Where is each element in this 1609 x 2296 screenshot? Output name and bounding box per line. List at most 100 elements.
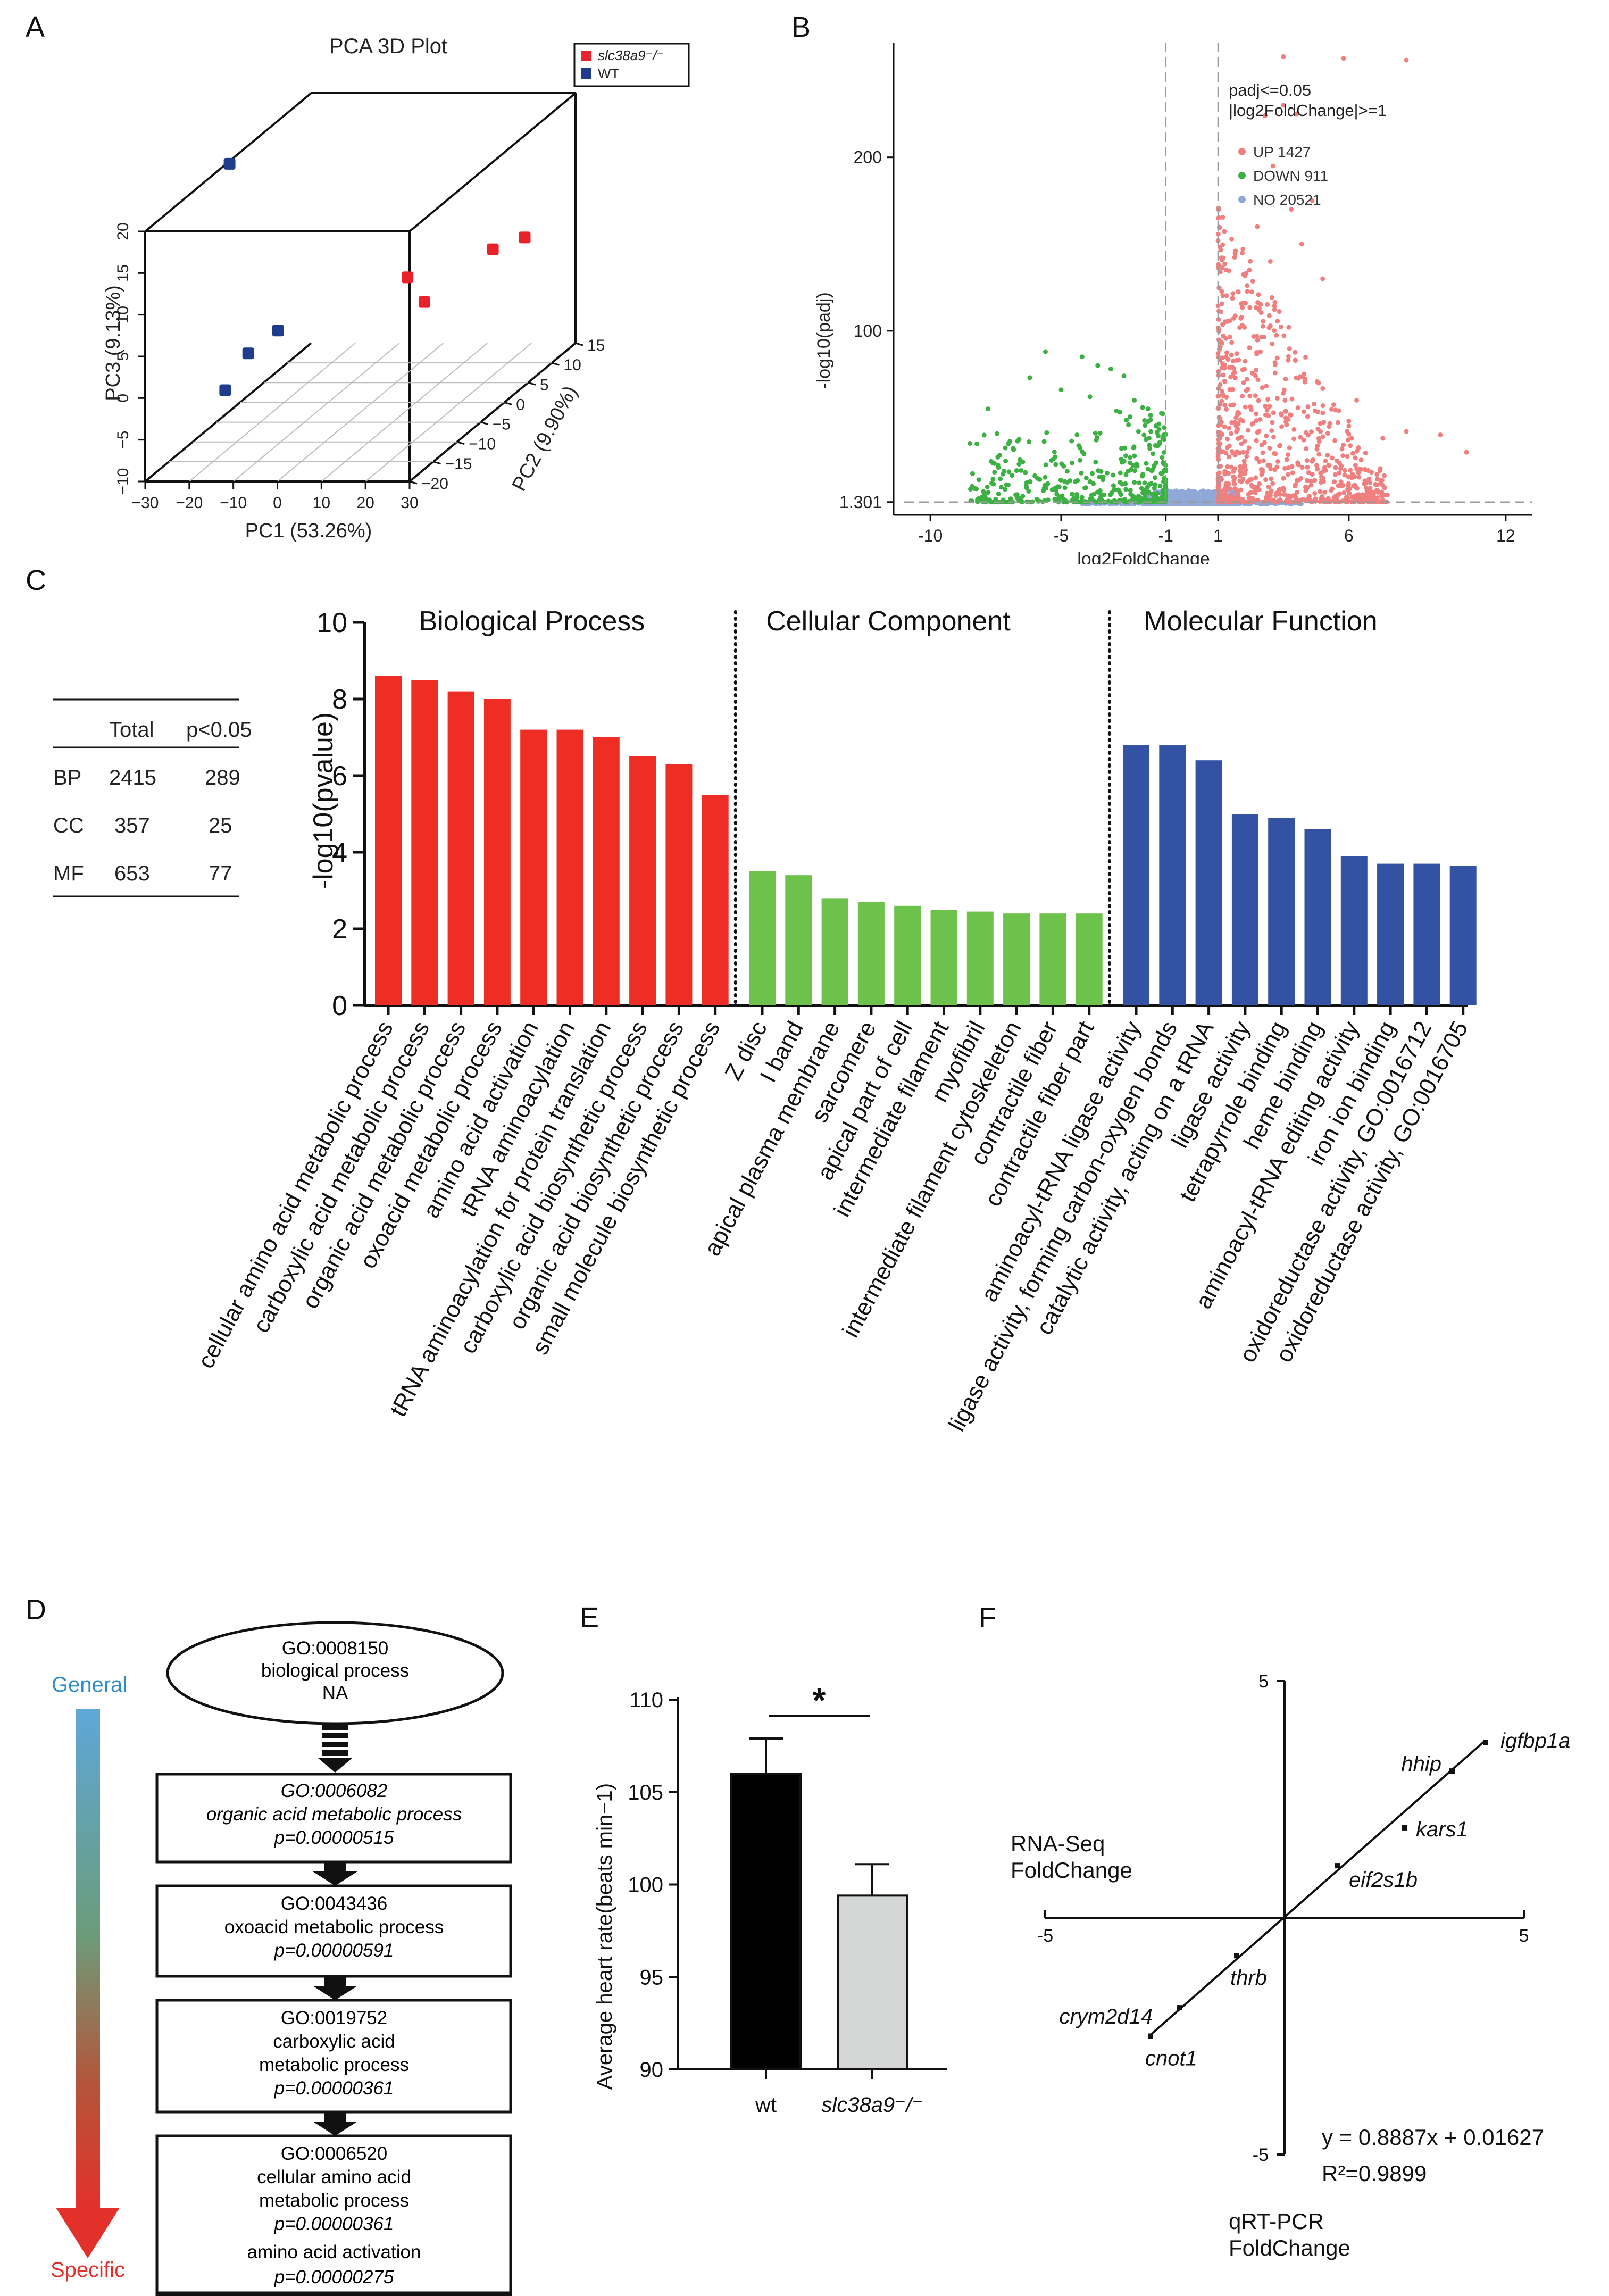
go-y-tick-label: 8 bbox=[332, 684, 347, 715]
volcano-point-up bbox=[1222, 487, 1228, 492]
volcano-point-down bbox=[1118, 470, 1123, 476]
volcano-point-up bbox=[1341, 56, 1346, 61]
volcano-point-down bbox=[1016, 462, 1022, 467]
go-node-2-name: oxoacid metabolic process bbox=[224, 1917, 444, 1937]
volcano-point-up bbox=[1331, 402, 1336, 407]
volcano-point-up bbox=[1438, 432, 1443, 438]
volcano-point-up bbox=[1318, 429, 1323, 435]
volcano-point-up bbox=[1267, 463, 1272, 468]
volcano-point-up bbox=[1282, 465, 1288, 471]
volcano-point-up bbox=[1320, 434, 1325, 439]
volcano-point-up bbox=[1221, 394, 1226, 399]
volcano-point-up bbox=[1215, 471, 1221, 477]
pca-point-wt bbox=[219, 384, 231, 396]
volcano-point-down bbox=[1152, 475, 1157, 480]
volcano-point-up bbox=[1245, 428, 1250, 433]
volcano-point-up bbox=[1254, 334, 1260, 339]
volcano-point-down bbox=[1003, 459, 1008, 464]
volcano-point-up bbox=[1380, 436, 1386, 441]
go-node-3 bbox=[155, 1999, 512, 2114]
volcano-point-down bbox=[1142, 418, 1147, 423]
volcano-point-down bbox=[1145, 467, 1151, 472]
volcano-point-up bbox=[1222, 261, 1228, 267]
table-row-bp-total: 2415 bbox=[109, 766, 156, 789]
volcano-point-no bbox=[1180, 497, 1185, 502]
volcano-point-down bbox=[1136, 429, 1141, 434]
volcano-point-up bbox=[1299, 242, 1304, 247]
volcano-point-up bbox=[1256, 398, 1261, 403]
volcano-point-down bbox=[1132, 397, 1137, 403]
volcano-point-up bbox=[1310, 472, 1315, 477]
volcano-point-up bbox=[1227, 387, 1232, 392]
volcano-point-no bbox=[1171, 495, 1176, 500]
pca-point-wt bbox=[223, 157, 236, 170]
volcano-point-down bbox=[1076, 443, 1081, 448]
volcano-point-up bbox=[1263, 113, 1268, 118]
volcano-point-up bbox=[1337, 470, 1342, 476]
volcano-point-up bbox=[1237, 478, 1243, 484]
volcano-point-down bbox=[995, 454, 1001, 460]
volcano-point-up bbox=[1270, 481, 1275, 486]
volcano-point-up bbox=[1275, 459, 1281, 464]
pca-points bbox=[219, 157, 531, 396]
panel-letter-a: A bbox=[26, 11, 45, 43]
volcano-point-up bbox=[1373, 499, 1379, 504]
volcano-point-up bbox=[1236, 357, 1241, 363]
volcano-point-up bbox=[1232, 376, 1238, 381]
volcano-point-down bbox=[1130, 463, 1136, 468]
volcano-point-up bbox=[1253, 475, 1258, 480]
volcano-point-down bbox=[1144, 461, 1149, 466]
general-label: General bbox=[52, 1673, 127, 1696]
go-node-1-p: p=0.00000515 bbox=[274, 1827, 394, 1848]
pca-grid-line bbox=[189, 343, 356, 482]
volcano-point-down bbox=[976, 477, 981, 483]
volcano-point-up bbox=[1341, 490, 1347, 495]
volcano-point-down bbox=[1132, 480, 1137, 485]
volcano-point-up bbox=[1255, 300, 1261, 305]
volcano-point-down bbox=[1079, 470, 1084, 476]
pca-x-tick-label: −20 bbox=[176, 494, 203, 512]
volcano-point-up bbox=[1293, 484, 1298, 489]
volcano-point-up bbox=[1382, 473, 1387, 478]
go-node-5-details: amino acid activation p=0.00000275 bbox=[155, 2234, 512, 2294]
volcano-point-up bbox=[1274, 332, 1279, 338]
pca-z-tick-label: 0 bbox=[114, 394, 132, 403]
volcano-point-up bbox=[1356, 470, 1361, 476]
go-ylabel: -log10(pvalue) bbox=[308, 712, 339, 889]
volcano-point-up bbox=[1265, 397, 1271, 402]
volcano-point-up bbox=[1224, 406, 1229, 412]
volcano-point-down bbox=[1056, 484, 1062, 489]
volcano-point-up bbox=[1240, 246, 1246, 252]
volcano-point-up bbox=[1223, 336, 1229, 341]
volcano-point-up bbox=[1223, 354, 1229, 360]
volcano-point-up bbox=[1272, 303, 1277, 309]
volcano-point-down bbox=[1123, 472, 1129, 477]
volcano-point-down bbox=[1070, 492, 1075, 497]
go-bar bbox=[1076, 913, 1103, 1005]
volcano-point-up bbox=[1241, 272, 1246, 277]
volcano-point-up bbox=[1249, 370, 1255, 376]
volcano-point-up bbox=[1220, 214, 1225, 220]
volcano-point-up bbox=[1222, 229, 1227, 234]
go-node-4 bbox=[155, 2134, 512, 2249]
volcano-point-up bbox=[1365, 491, 1370, 496]
volcano-point-up bbox=[1218, 269, 1223, 274]
go-bar bbox=[749, 871, 776, 1005]
volcano-point-up bbox=[1293, 357, 1298, 363]
go-bar bbox=[447, 691, 474, 1005]
qpcr-correlation-chart: -5 5 5 -5 igfbp1a hhip kars1 eif2s1b thrb crym2d… bbox=[1011, 1671, 1570, 2260]
volcano-point-down bbox=[1019, 468, 1024, 473]
volcano-point-up bbox=[1231, 402, 1236, 407]
pca-box-edge bbox=[144, 342, 312, 483]
heart-rate-y-tick-label: 90 bbox=[640, 2058, 664, 2082]
volcano-point-up bbox=[1231, 475, 1237, 480]
volcano-point-down bbox=[1098, 495, 1103, 501]
volcano-point-up bbox=[1305, 414, 1310, 419]
pca-xlabel: PC1 (53.26%) bbox=[245, 520, 372, 542]
go-bar bbox=[593, 737, 620, 1005]
volcano-point-up bbox=[1346, 423, 1352, 429]
pca-z-tick-label: 5 bbox=[114, 352, 132, 361]
correlation-point bbox=[1402, 1825, 1407, 1831]
pca-y-tick bbox=[456, 441, 465, 445]
volcano-point-up bbox=[1267, 404, 1272, 409]
